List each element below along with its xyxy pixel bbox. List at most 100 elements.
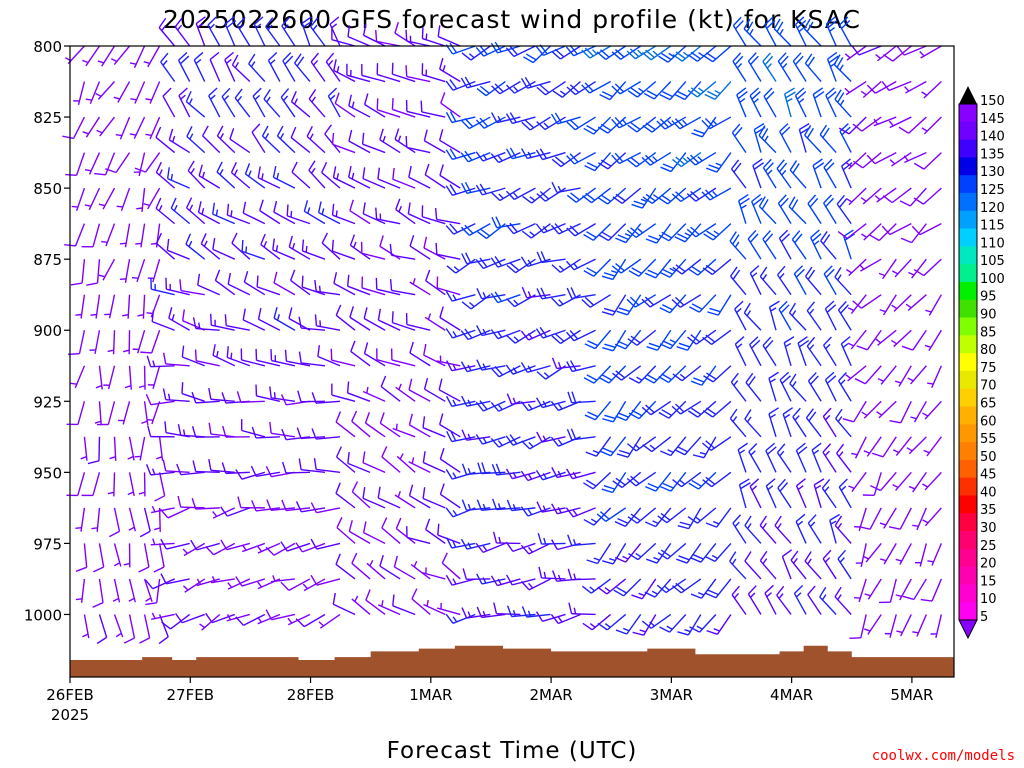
wind-barb [408, 165, 431, 189]
wind-barb [112, 578, 121, 603]
wind-barb [505, 222, 536, 235]
colorbar-swatch [959, 335, 977, 354]
wind-barb [269, 421, 296, 438]
colorbar-label: 40 [980, 485, 997, 500]
wind-barb [231, 54, 251, 83]
wind-barb [146, 355, 175, 368]
wind-barb [898, 116, 927, 134]
wind-barb [346, 381, 371, 402]
wind-barb [168, 128, 191, 154]
wind-barb [446, 430, 476, 443]
wind-barb [321, 232, 341, 260]
wind-barb [702, 258, 732, 276]
wind-barb [847, 294, 867, 315]
wind-barb [166, 167, 190, 189]
wind-barb [862, 472, 882, 497]
wind-barb [822, 443, 837, 473]
x-tick-label: 1MAR [409, 686, 452, 704]
wind-barb [136, 188, 146, 213]
wind-barb [336, 517, 356, 544]
wind-barb [737, 442, 748, 473]
colorbar-swatch [959, 317, 977, 336]
wind-barb [460, 223, 491, 236]
colorbar-label: 130 [980, 165, 1005, 180]
wind-barb [227, 578, 251, 590]
wind-barb [838, 116, 867, 135]
wind-barb [335, 482, 356, 509]
wind-barb [335, 553, 356, 580]
x-tick-label: 4MAR [770, 686, 813, 704]
wind-barb [423, 599, 446, 616]
wind-barb [81, 223, 101, 248]
wind-barb [628, 542, 657, 561]
wind-barb [331, 132, 356, 154]
wind-barb [267, 52, 281, 82]
wind-barb [82, 45, 101, 67]
x-tick-label: 26FEB [46, 686, 93, 704]
wind-barb [837, 549, 852, 580]
wind-barb [922, 507, 942, 527]
wind-barb [256, 275, 281, 296]
wind-barb [329, 16, 341, 47]
wind-barb [140, 330, 161, 354]
wind-barb [270, 349, 296, 367]
wind-barb [521, 436, 551, 450]
x-tick-label: 27FEB [167, 686, 214, 704]
wind-barb [906, 436, 927, 455]
wind-barb [615, 614, 642, 635]
wind-barb [296, 427, 326, 440]
wind-barb [535, 326, 566, 339]
wind-barb [612, 471, 642, 489]
wind-barb [73, 81, 86, 105]
wind-barb [335, 411, 356, 438]
wind-barb [348, 94, 371, 118]
wind-barb [313, 458, 341, 474]
wind-barb [237, 496, 265, 509]
wind-barb [860, 187, 882, 205]
wind-barb [462, 568, 491, 581]
wind-barb [859, 258, 882, 272]
wind-barb [273, 307, 296, 331]
y-tick-label: 875 [33, 251, 62, 269]
wind-barb [82, 614, 90, 639]
wind-barb [185, 90, 206, 118]
wind-barb [747, 585, 762, 615]
wind-barb [291, 161, 311, 189]
wind-barb [270, 575, 295, 583]
wind-barb [272, 166, 296, 189]
wind-barb [611, 258, 642, 274]
wind-barb [611, 80, 642, 95]
wind-barb [866, 151, 897, 165]
wind-barb [566, 187, 597, 203]
wind-barb [927, 543, 943, 566]
wind-barb [94, 401, 102, 426]
wind-barb [395, 383, 416, 402]
wind-barb [317, 201, 341, 225]
wind-barb [209, 313, 235, 331]
y-tick-label: 900 [33, 322, 62, 340]
wind-barb [281, 16, 296, 47]
wind-barb [130, 81, 146, 104]
wind-barb [847, 329, 867, 350]
wind-barb [281, 428, 311, 441]
wind-barb [660, 471, 687, 492]
wind-barb [252, 87, 266, 118]
wind-barb [878, 258, 897, 280]
wind-barb [410, 560, 431, 580]
colorbar-label: 15 [980, 574, 997, 589]
wind-barb [259, 199, 281, 225]
wind-barb [550, 436, 581, 447]
wind-barb [150, 538, 175, 546]
colorbar-label: 10 [980, 592, 997, 607]
wind-barb [241, 542, 266, 553]
wind-barb [702, 400, 732, 418]
wind-barb [362, 521, 386, 545]
wind-barb [75, 294, 86, 319]
wind-barb [242, 308, 266, 331]
wind-barb [914, 543, 928, 567]
wind-barb [162, 459, 190, 474]
wind-barb [143, 187, 161, 210]
wind-barb [139, 507, 151, 538]
wind-barb [912, 614, 927, 637]
wind-barb [520, 362, 551, 373]
